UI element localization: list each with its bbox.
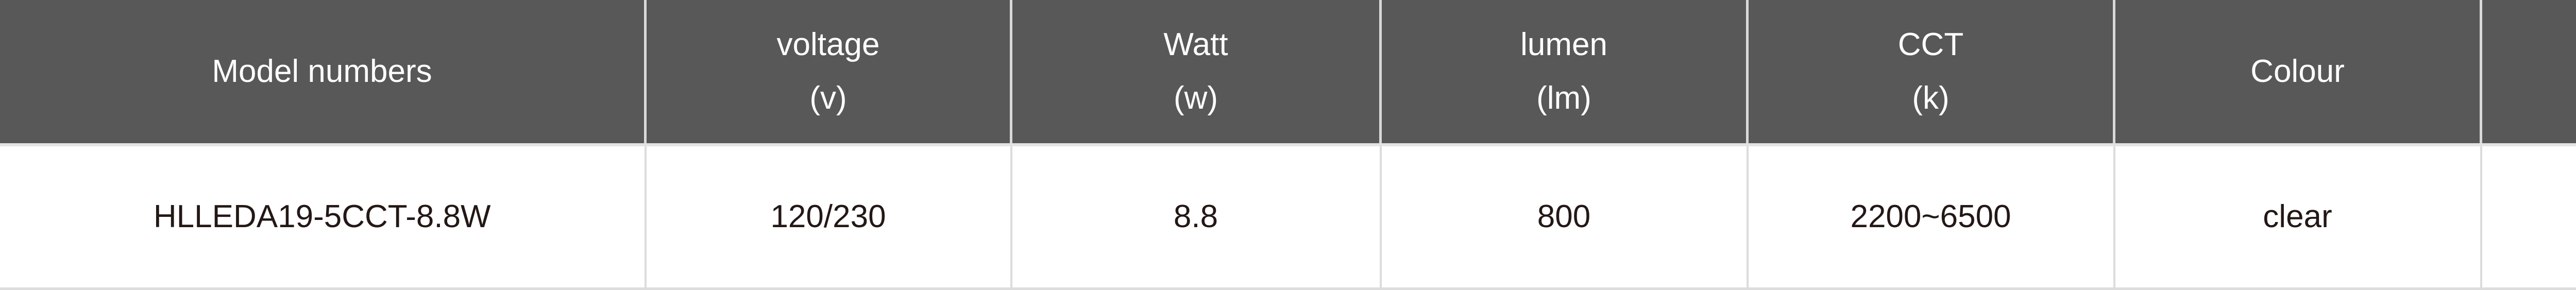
header-row: Model numbers voltage (v) Watt (w) lumen… [0,0,2576,146]
cell-lumen: 800 [1380,145,1749,290]
table-header: Model numbers voltage (v) Watt (w) lumen… [0,0,2576,146]
table-row: HLLEDA19-5CCT-8.8W 120/230 8.8 800 2200~… [0,145,2576,290]
cell-voltage: 120/230 [645,145,1012,290]
cell-filaments-count: 4 [2481,145,2576,290]
cell-watt: 8.8 [1011,145,1382,290]
table-body: HLLEDA19-5CCT-8.8W 120/230 8.8 800 2200~… [0,145,2576,290]
column-header-lumen: lumen (lm) [1380,0,1749,146]
column-header-watt: Watt (w) [1011,0,1382,146]
column-header-voltage: voltage (v) [645,0,1012,146]
column-header-colour: Colour [2114,0,2482,146]
column-header-filaments-count: Filaments Count [2481,0,2576,146]
cell-model-numbers: HLLEDA19-5CCT-8.8W [0,145,647,290]
cell-colour: clear [2114,145,2482,290]
column-header-cct: CCT (k) [1747,0,2115,146]
column-header-model-numbers: Model numbers [0,0,647,146]
cell-cct: 2200~6500 [1747,145,2115,290]
